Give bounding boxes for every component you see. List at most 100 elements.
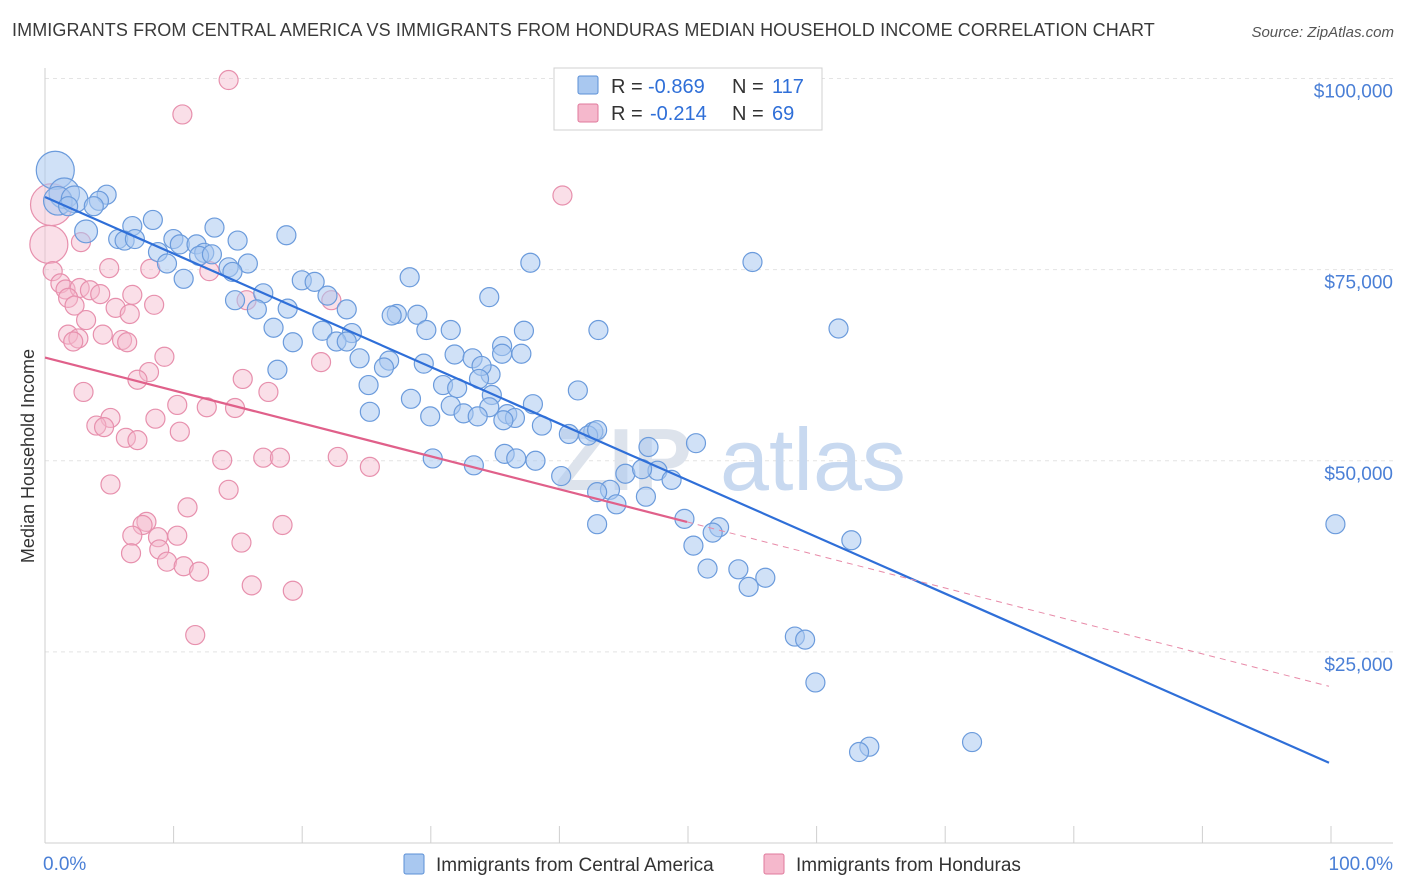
point-central-america: [267, 359, 288, 380]
trend-lines: [44, 195, 1330, 764]
legend-r-label-blue: R =: [611, 76, 643, 98]
point-honduras: [167, 394, 188, 416]
point-honduras: [119, 303, 140, 325]
point-central-america: [224, 290, 246, 311]
point-honduras: [212, 449, 233, 471]
point-honduras: [282, 580, 303, 601]
point-central-america: [841, 530, 862, 551]
point-honduras: [92, 324, 113, 345]
point-central-america: [697, 558, 718, 579]
point-central-america: [506, 448, 527, 469]
point-honduras: [177, 497, 198, 518]
point-honduras: [99, 257, 120, 279]
point-central-america: [961, 731, 983, 753]
point-central-america: [282, 332, 303, 353]
point-central-america: [685, 433, 707, 454]
point-honduras: [90, 283, 111, 305]
point-central-america: [381, 305, 402, 326]
point-honduras: [269, 447, 291, 468]
trend-line-honduras-extrapolated: [686, 521, 1330, 687]
y-tick-label: $50,000: [1324, 464, 1393, 485]
point-honduras: [173, 556, 194, 577]
point-honduras: [63, 331, 84, 352]
point-honduras: [231, 532, 252, 553]
point-central-america: [263, 317, 284, 338]
legend-n-label-pink: N =: [732, 103, 764, 125]
legend-n-label-blue: N =: [732, 76, 764, 98]
point-honduras: [149, 539, 170, 560]
legend-swatch-blue: [577, 75, 599, 95]
source-credit: Source: ZipAtlas.com: [1251, 24, 1394, 41]
watermark-atlas: atlas: [720, 410, 906, 509]
point-central-america: [74, 219, 99, 244]
point-honduras: [140, 258, 161, 279]
point-central-america: [416, 319, 437, 341]
point-honduras: [29, 224, 69, 264]
point-honduras: [272, 514, 293, 536]
point-central-america: [479, 287, 500, 308]
point-central-america: [201, 244, 223, 265]
point-honduras: [310, 352, 332, 373]
point-honduras: [117, 332, 138, 353]
point-central-america: [407, 304, 428, 325]
point-honduras: [552, 185, 573, 206]
point-honduras: [145, 408, 166, 429]
point-central-america: [336, 331, 357, 352]
correlation-legend: R = -0.869 N = 117 R = -0.214 N = 69: [553, 67, 823, 131]
point-central-america: [511, 343, 532, 364]
legend-n-value-blue: 117: [772, 76, 804, 98]
point-honduras: [136, 511, 157, 533]
legend-swatch-pink: [577, 103, 599, 123]
point-central-america: [848, 741, 870, 763]
point-central-america: [359, 401, 380, 422]
point-central-america: [587, 514, 608, 535]
point-central-america: [467, 406, 488, 427]
point-central-america: [204, 217, 225, 238]
point-central-america: [702, 522, 723, 543]
point-honduras: [232, 368, 253, 390]
point-central-america: [304, 271, 325, 292]
y-axis-label: Median Household Income: [18, 349, 38, 563]
point-central-america: [420, 406, 441, 427]
point-central-america: [246, 299, 267, 320]
grid-lines: [45, 78, 1393, 653]
point-central-america: [444, 344, 465, 365]
legend-r-value-pink: -0.214: [650, 103, 707, 125]
point-central-america: [755, 567, 776, 588]
x-tick-label-max: 100.0%: [1329, 854, 1394, 875]
point-central-america: [83, 196, 104, 217]
point-central-america: [728, 559, 749, 580]
point-central-america: [805, 672, 826, 693]
point-honduras: [258, 381, 279, 403]
series-label-honduras: Immigrants from Honduras: [796, 855, 1021, 876]
point-honduras: [218, 69, 239, 91]
point-honduras: [58, 324, 79, 345]
point-honduras: [167, 525, 188, 546]
point-central-america: [317, 285, 338, 306]
x-tick-label-min: 0.0%: [43, 854, 86, 875]
watermark-zip: ZIP: [555, 410, 692, 509]
point-honduras: [111, 329, 133, 351]
legend-r-label-pink: R =: [611, 103, 643, 125]
point-honduras: [359, 456, 380, 477]
point-central-america: [588, 319, 609, 341]
point-honduras: [253, 447, 274, 468]
point-central-america: [635, 486, 657, 507]
legend-box: [553, 67, 823, 131]
point-central-america: [142, 209, 163, 231]
series-swatch-honduras: [763, 853, 785, 875]
point-central-america: [738, 576, 759, 597]
point-honduras: [132, 514, 153, 536]
point-central-america: [795, 629, 816, 650]
trend-line-honduras: [44, 356, 688, 523]
point-central-america: [440, 319, 461, 341]
point-central-america: [237, 253, 258, 274]
point-honduras: [144, 294, 165, 315]
series-label-central-america: Immigrants from Central America: [436, 855, 714, 876]
point-central-america: [276, 225, 297, 246]
point-central-america: [227, 230, 248, 251]
point-central-america: [520, 252, 541, 273]
point-central-america: [373, 357, 395, 378]
point-central-america: [156, 253, 178, 274]
